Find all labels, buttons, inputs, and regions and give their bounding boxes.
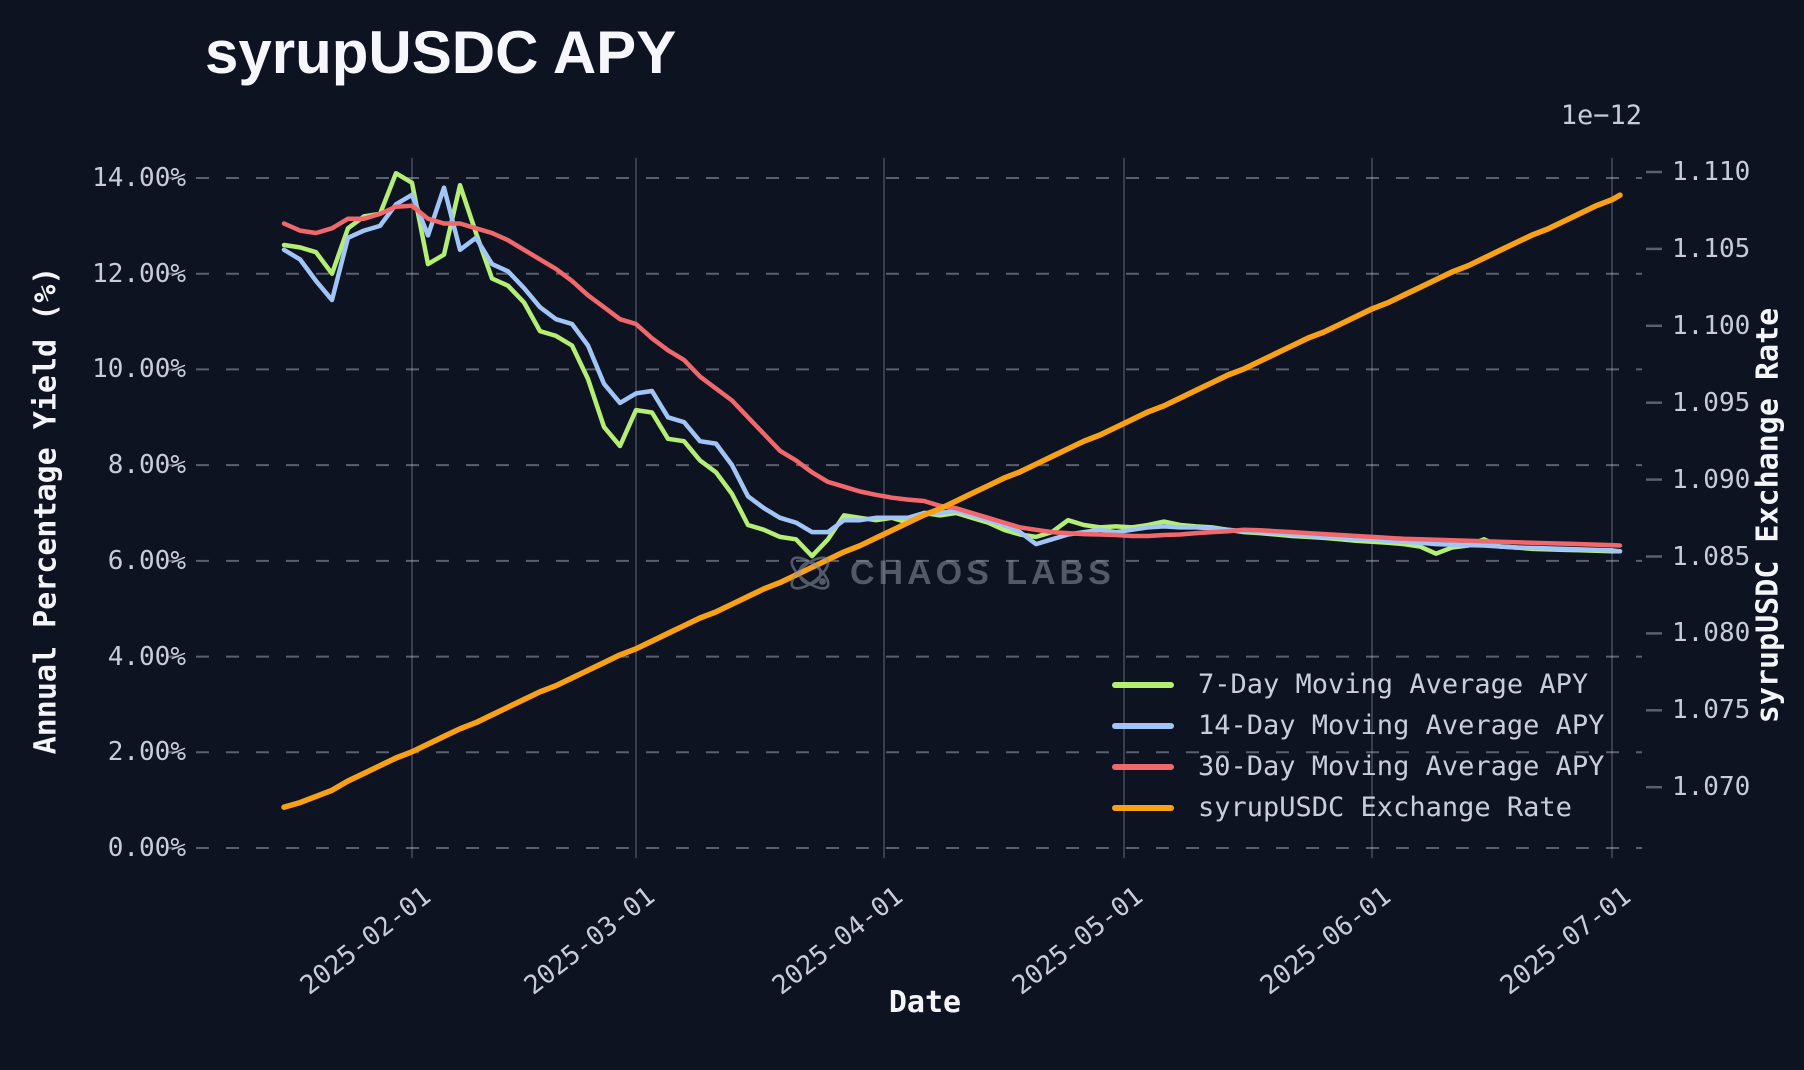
- y-right-tick-label: 1.080: [1672, 618, 1751, 649]
- legend-item: syrupUSDC Exchange Rate: [1112, 787, 1604, 828]
- y-left-tick-label: 6.00%: [107, 545, 186, 576]
- series-line-7-day-moving-average-apy: [281, 170, 1623, 559]
- legend-item: 14-Day Moving Average APY: [1112, 705, 1604, 746]
- y-right-tick-label: 1.070: [1672, 772, 1751, 803]
- series-line-14-day-moving-average-apy: [281, 185, 1623, 554]
- legend: 7-Day Moving Average APY 14-Day Moving Av…: [1112, 664, 1604, 828]
- legend-swatch: [1112, 804, 1174, 811]
- y-right-tick-label: 1.090: [1672, 464, 1751, 495]
- legend-label: syrupUSDC Exchange Rate: [1198, 792, 1572, 823]
- legend-item: 7-Day Moving Average APY: [1112, 664, 1604, 705]
- legend-label: 14-Day Moving Average APY: [1198, 710, 1605, 741]
- y-right-tick-label: 1.075: [1672, 695, 1751, 726]
- y-right-tick-label: 1.110: [1672, 157, 1751, 187]
- y-left-tick-label: 8.00%: [107, 450, 186, 481]
- y-left-tick-label: 4.00%: [107, 641, 186, 672]
- legend-swatch: [1112, 763, 1174, 770]
- y-right-tick-label: 1.095: [1672, 387, 1751, 418]
- y-axis-label-right: syrupUSDC Exchange Rate: [1750, 307, 1786, 724]
- legend-label: 7-Day Moving Average APY: [1198, 669, 1589, 700]
- series-line-30-day-moving-average-apy: [281, 203, 1623, 548]
- chart-title: syrupUSDC APY: [205, 19, 677, 86]
- x-axis-label: Date: [888, 985, 962, 1020]
- y-right-tick-label: 1.105: [1672, 233, 1751, 264]
- legend-swatch: [1112, 681, 1174, 688]
- watermark-text: CHAOS LABS: [850, 553, 1115, 592]
- series-line-syrupusdc-exchange-rate: [281, 192, 1623, 810]
- y-left-tick-label: 0.00%: [107, 833, 186, 863]
- right-axis-offset-text: 1e−12: [1560, 100, 1642, 131]
- y-left-tick-label: 2.00%: [107, 737, 186, 768]
- y-left-tick-label: 12.00%: [92, 258, 186, 289]
- chaos-labs-atom-icon: [790, 556, 830, 590]
- legend-swatch: [1112, 722, 1174, 729]
- y-left-tick-label: 10.00%: [92, 354, 186, 385]
- y-right-tick-label: 1.100: [1672, 310, 1751, 341]
- legend-item: 30-Day Moving Average APY: [1112, 746, 1604, 787]
- legend-label: 30-Day Moving Average APY: [1198, 751, 1605, 782]
- watermark: CHAOS LABS: [784, 547, 1115, 599]
- y-left-tick-label: 14.00%: [92, 163, 186, 193]
- y-right-tick-label: 1.085: [1672, 541, 1751, 572]
